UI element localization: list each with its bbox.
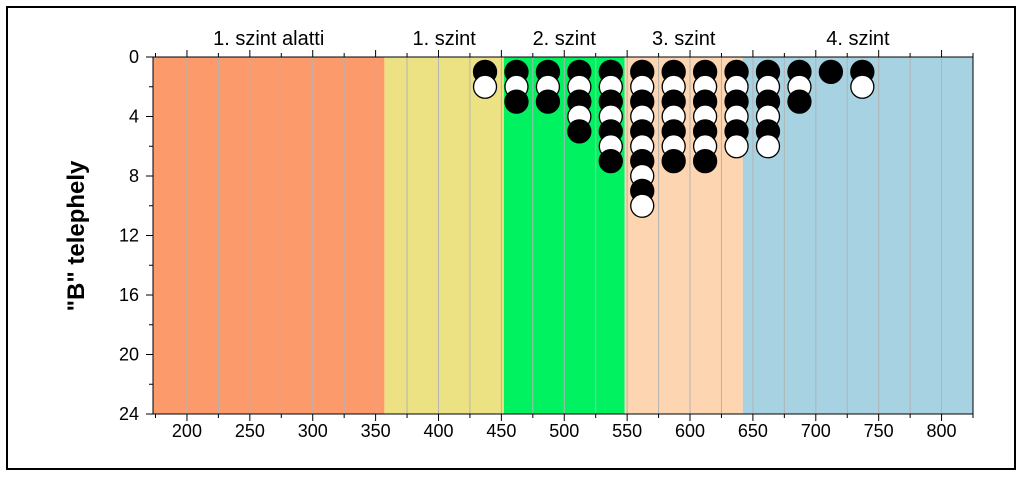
y-tick-label: 12 [119,226,139,246]
y-tick-label: 24 [119,404,139,424]
band-label-5: 4. szint [826,28,890,50]
data-points [472,59,875,218]
x-tick-label: 800 [927,421,957,441]
data-point-black [818,59,844,85]
x-tick-label: 650 [738,421,768,441]
y-tick-label: 20 [119,345,139,365]
x-tick-label: 700 [801,421,831,441]
data-point-white [630,193,655,218]
data-point-black [598,148,623,174]
data-point-white [724,134,749,159]
figure-frame [6,6,1016,470]
y-tick-label: 4 [129,107,139,127]
x-tick-label: 450 [486,421,516,441]
data-point-black [661,148,686,174]
x-tick-label: 500 [549,421,579,441]
vertical-gridlines [155,57,943,414]
data-point-white [850,74,875,99]
band-label-2: 1. szint [412,28,476,50]
x-tick-label: 350 [361,421,391,441]
x-tick-label: 300 [298,421,328,441]
data-point-black [504,89,529,114]
y-tick-label: 8 [129,166,139,186]
data-point-black [535,89,561,114]
y-axis-label: "B" telephely [63,160,90,311]
band-5 [742,57,973,414]
level-bands [153,57,973,414]
x-tick-label: 550 [612,421,642,441]
axes: 200 250 300 350 400 450 500 550 600 650 700 750 800 0… [119,47,974,441]
data-point-black [692,148,718,174]
band-1 [153,57,385,414]
data-point-black [567,119,592,144]
data-point-white [472,74,498,99]
x-tick-label: 200 [172,421,202,441]
band-label-3: 2. szint [533,28,597,50]
y-tick-label: 0 [129,47,139,67]
data-point-white [755,134,781,159]
band-2 [384,57,504,414]
band-label-1: 1. szint alatti [213,28,324,50]
x-tick-label: 250 [235,421,265,441]
x-tick-label: 600 [675,421,705,441]
data-point-black [787,89,812,114]
x-tick-label: 400 [423,421,453,441]
y-tick-label: 16 [119,285,139,305]
band-label-4: 3. szint [652,28,716,50]
x-tick-label: 750 [864,421,894,441]
band-labels: 1. szint alatti 1. szint 2. szint 3. szint 4… [213,28,890,50]
